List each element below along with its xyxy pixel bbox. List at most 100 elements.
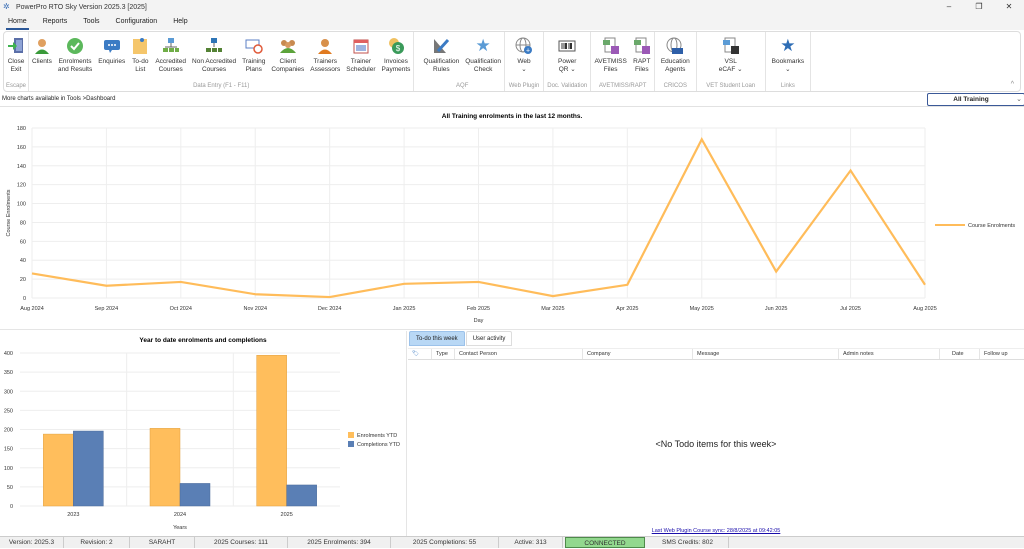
client-companies-button[interactable]: Client Companies <box>268 32 307 81</box>
education-agents-button[interactable]: Education Agents <box>655 32 696 81</box>
menu-tools[interactable]: Tools <box>83 18 100 25</box>
group-aqf: Qualification Rules ★ Qualification Chec… <box>420 32 505 91</box>
svg-text:0: 0 <box>10 504 13 510</box>
bar <box>149 428 181 507</box>
menu-home[interactable]: Home <box>0 14 35 30</box>
tab-todo-this-week[interactable]: To-do this week <box>409 331 465 346</box>
svg-text:Day: Day <box>474 318 484 324</box>
status-courses: 2025 Courses: 111 <box>195 537 288 548</box>
dashboard-hint: More charts available in Tools >Dashboar… <box>2 96 116 102</box>
exit-door-icon <box>7 37 25 55</box>
menu-reports[interactable]: Reports <box>42 18 68 25</box>
svg-text:Sep 2024: Sep 2024 <box>95 306 119 312</box>
window-title: PowerPro RTO Sky Version 2025.3 [2025] <box>16 3 147 11</box>
close-window-button[interactable]: ✕ <box>1005 2 1013 11</box>
qualification-rules-button[interactable]: Qualification Rules <box>420 32 462 81</box>
bar <box>179 483 211 507</box>
svg-text:60: 60 <box>20 239 26 245</box>
svg-text:400: 400 <box>4 351 13 357</box>
svg-text:Aug 2025: Aug 2025 <box>913 306 937 312</box>
bookmarks-button[interactable]: ★ Bookmarks ⌄ <box>771 36 805 74</box>
web-button[interactable]: + Web ⌄ <box>505 32 543 81</box>
tag-icon[interactable]: 🏷 <box>408 349 432 359</box>
col-company[interactable]: Company <box>583 349 693 359</box>
svg-text:Jan 2025: Jan 2025 <box>393 306 416 312</box>
info-bar: More charts available in Tools >Dashboar… <box>0 93 1024 107</box>
svg-text:300: 300 <box>4 389 13 395</box>
training-filter-dropdown[interactable]: All Training ⌄ <box>927 93 1024 106</box>
svg-text:2023: 2023 <box>67 512 79 518</box>
col-contact-person[interactable]: Contact Person <box>455 349 583 359</box>
training-plans-button[interactable]: Training Plans <box>239 32 268 81</box>
group-people-icon <box>279 37 297 55</box>
col-follow-up[interactable]: Follow up <box>984 351 1008 357</box>
invoices-payments-button[interactable]: $ Invoices Payments <box>379 32 414 81</box>
col-admin-notes[interactable]: Admin notes <box>839 349 940 359</box>
web-plugin-sync-link[interactable]: Last Web Plugin Course sync: 28/8/2025 a… <box>651 528 781 534</box>
svg-text:160: 160 <box>17 145 26 151</box>
svg-text:80: 80 <box>20 220 26 226</box>
svg-text:Years: Years <box>173 525 187 531</box>
menu-configuration[interactable]: Configuration <box>115 18 158 25</box>
svg-text:Jun 2025: Jun 2025 <box>765 306 788 312</box>
clients-button[interactable]: Clients <box>29 32 55 81</box>
col-date[interactable]: Date <box>940 349 980 359</box>
svg-text:250: 250 <box>4 408 13 414</box>
svg-text:Apr 2025: Apr 2025 <box>616 306 638 312</box>
status-active: Active: 313 <box>499 537 563 548</box>
close-exit-button[interactable]: Close Exit <box>4 32 28 81</box>
svg-text:120: 120 <box>17 183 26 189</box>
connection-status-badge: CONNECTED <box>565 537 645 548</box>
svg-text:180: 180 <box>17 126 26 132</box>
trainer-person-icon <box>316 37 334 55</box>
bar <box>43 433 74 507</box>
menu-help[interactable]: Help <box>173 18 188 25</box>
accredited-courses-button[interactable]: Accredited Courses <box>152 32 189 81</box>
svg-text:Mar 2025: Mar 2025 <box>541 306 564 312</box>
enrolments-line-chart: All Training enrolments in the last 12 m… <box>0 108 1024 330</box>
tab-user-activity[interactable]: User activity <box>465 331 513 346</box>
enquiries-button[interactable]: Enquiries <box>95 32 128 81</box>
avetmiss-files-button[interactable]: AVETMISS Files <box>591 32 629 81</box>
qualification-check-button[interactable]: ★ Qualification Check <box>465 36 501 74</box>
checkmark-icon <box>66 37 84 55</box>
svg-text:100: 100 <box>17 202 26 208</box>
trainers-assessors-button[interactable]: Trainers Assessors <box>307 32 343 81</box>
todo-panel: To-do this week User activity 🏷 Type Con… <box>408 331 1024 536</box>
course-enrolments-line <box>31 137 926 299</box>
svg-text:2024: 2024 <box>174 512 186 518</box>
group-cricos: Education Agents CRICOS <box>655 32 697 91</box>
svg-text:Feb 2025: Feb 2025 <box>467 306 490 312</box>
line-legend: Course Enrolments <box>968 223 1015 229</box>
bar <box>73 430 104 507</box>
dollar-coin-icon: $ <box>387 37 405 55</box>
col-message[interactable]: Message <box>693 349 839 359</box>
col-type[interactable]: Type <box>432 349 455 359</box>
minimize-button[interactable]: – <box>946 2 952 11</box>
org-chart-blue-icon <box>205 37 223 55</box>
ruler-pencil-icon <box>432 37 450 55</box>
status-revision: Revision: 2 <box>64 537 130 548</box>
ribbon: Close Exit Escape Clients Enrolments and… <box>3 31 1021 92</box>
collapse-ribbon-icon[interactable]: ^ <box>1010 81 1014 88</box>
svg-text:20: 20 <box>20 277 26 283</box>
rapt-files-button[interactable]: RAPT Files <box>630 32 654 81</box>
group-data-entry: Clients Enrolments and Results Enquiries… <box>29 32 415 91</box>
vsl-ecaf-button[interactable]: VSL eCAF ⌄ <box>697 32 765 81</box>
todo-table-header: 🏷 Type Contact Person Company Message Ad… <box>408 348 1024 360</box>
group-vet-student-loan: VSL eCAF ⌄ VET Student Loan <box>697 32 766 91</box>
power-qr-button[interactable]: Power QR ⌄ <box>544 32 590 81</box>
restore-button[interactable]: ❐ <box>975 2 983 11</box>
enrolments-results-button[interactable]: Enrolments and Results <box>55 32 95 81</box>
svg-text:+: + <box>526 48 530 55</box>
todo-list-button[interactable]: To-do List <box>128 32 152 81</box>
notepad-icon <box>131 37 149 55</box>
title-bar: ✲ PowerPro RTO Sky Version 2025.3 [2025]… <box>0 0 1024 14</box>
non-accredited-courses-button[interactable]: Non Accredited Courses <box>189 32 239 81</box>
chat-bubble-icon <box>103 37 121 55</box>
trainer-scheduler-button[interactable]: Trainer Scheduler <box>343 32 378 81</box>
bar-legend-item: Enrolments YTD <box>357 433 397 439</box>
svg-text:140: 140 <box>17 164 26 170</box>
chevron-down-icon: ⌄ <box>1016 96 1022 103</box>
svg-text:40: 40 <box>20 258 26 264</box>
